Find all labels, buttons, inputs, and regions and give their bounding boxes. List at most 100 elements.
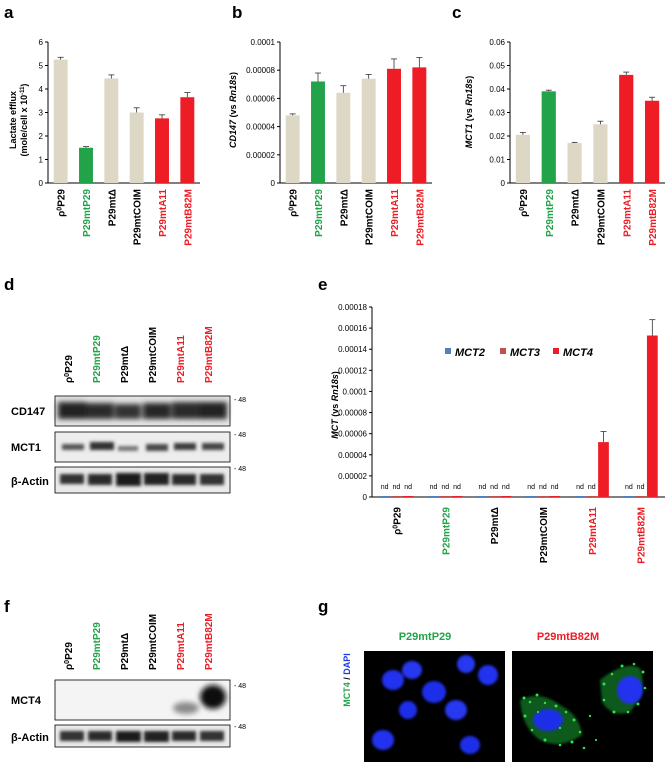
chart-b-lane-label-1: P29mtP29 xyxy=(314,189,325,237)
panel-f-lane-labels: ρ0P29 P29mtP29 P29mtΔ P29mtCOIM P29mtA11 P29m… xyxy=(64,613,216,670)
blot-d-lane-label-0: ρ0P29 xyxy=(64,355,76,383)
chart-a-lane-label-2-text: P29mtΔ xyxy=(107,189,118,226)
blot-d-lane-label-4: P29mtA11 xyxy=(176,335,187,383)
chart-a-lane-label-0-post: P29 xyxy=(57,189,68,207)
blot-f-lane-label-0-post: P29 xyxy=(64,642,75,660)
chart-b-lane-label-5-text: P29mtB82M xyxy=(415,189,426,246)
chart-c-ytick-label-6: 0.06 xyxy=(489,38,505,47)
chart-a-lane-label-5: P29mtB82M xyxy=(183,189,194,246)
chart-e-nd-MCT3-3: nd xyxy=(539,484,547,491)
chart-a-bar-3 xyxy=(129,112,144,183)
chart-e-bar-MCT2-3 xyxy=(525,496,537,497)
panel-letter-a: a xyxy=(4,3,14,22)
chart-b-lane-label-2-text: P29mtΔ xyxy=(339,189,350,226)
blot-d-mw-mct1: - 48 xyxy=(234,432,246,439)
chart-b-bar-2 xyxy=(336,92,351,183)
chart-c-bar-4 xyxy=(619,74,634,183)
blot-f-lane-label-5-text: P29mtB82M xyxy=(204,613,215,670)
chart-b-lane-label-3: P29mtCOIM xyxy=(365,189,376,245)
chart-e-bar-MCT4-5 xyxy=(646,335,658,497)
panel-f-western-blot: MCT4 β-Actin - 48 - 48 xyxy=(11,679,246,748)
chart-c-bar-2 xyxy=(567,143,582,183)
blot-f-lane-label-1-text: P29mtP29 xyxy=(92,622,103,670)
blot-f-actin-bands xyxy=(60,731,224,742)
legend-swatch-mct4 xyxy=(553,348,559,354)
blot-d-mw-actin: - 48 xyxy=(234,466,246,473)
chart-e-nd-MCT2-0: nd xyxy=(381,484,389,491)
chart-c-lane-label-0: ρ0P29 xyxy=(518,189,530,217)
chart-a-lane-label-4-text: P29mtA11 xyxy=(158,189,169,237)
blot-d-mct1-box xyxy=(54,431,231,463)
chart-c-bar-1 xyxy=(541,91,556,183)
chart-e-ytick-label-2: 0.00004 xyxy=(338,451,367,460)
chart-b-lane-label-4: P29mtA11 xyxy=(390,189,401,237)
chart-e-nd-MCT4-2: nd xyxy=(502,484,510,491)
chart-b-bar-1 xyxy=(311,81,325,183)
chart-a-ytick-label-2: 2 xyxy=(39,132,44,141)
chart-b-lane-label-0-post: P29 xyxy=(289,189,300,207)
chart-e-bar-MCT4-3 xyxy=(549,496,561,497)
panel-a-ylabel-line2: (mole/cell x 10-11) xyxy=(19,84,29,157)
chart-e-lane-label-0-text: ρ xyxy=(392,529,403,535)
chart-e-ytick-label-1: 0.00002 xyxy=(338,472,367,481)
chart-e-nd-MCT3-4: nd xyxy=(588,484,596,491)
panel-letter-g: g xyxy=(318,597,328,616)
chart-c-lane-label-4-text: P29mtA11 xyxy=(622,189,633,237)
micrograph-p29mtp29 xyxy=(364,651,505,762)
chart-a-bar-5 xyxy=(180,97,195,183)
chart-b-ytick-label-4: 0.00008 xyxy=(246,66,275,75)
chart-c-lane-label-4: P29mtA11 xyxy=(622,189,633,237)
panel-b-ylabel: CD147 (vs Rn18s) xyxy=(228,72,238,148)
chart-e-lane-label-0: ρ0P29 xyxy=(392,507,404,535)
blot-f-lane-label-0-sup: 0 xyxy=(64,660,71,664)
legend-label-mct3: MCT3 xyxy=(510,347,540,359)
panel-e-bar-chart: 0 0.00002 0.00004 0.00006 0.00008 0.0001 0.000… xyxy=(338,303,665,564)
chart-e-nd-MCT3-1: nd xyxy=(441,484,449,491)
legend-swatch-mct3 xyxy=(500,348,506,354)
chart-a-lane-label-4: P29mtA11 xyxy=(158,189,169,237)
blot-f-mw-actin: - 48 xyxy=(234,724,246,731)
blot-d-lane-label-0-post: P29 xyxy=(64,355,75,373)
chart-e-lane-label-3-text: P29mtCOIM xyxy=(539,507,550,563)
chart-a-lane-label-3-text: P29mtCOIM xyxy=(133,189,144,245)
chart-c-lane-label-5-text: P29mtB82M xyxy=(648,189,659,246)
blot-d-lane-label-5-text: P29mtB82M xyxy=(204,326,215,383)
chart-c-lane-label-0-sup: 0 xyxy=(518,207,525,211)
chart-b-lane-label-5: P29mtB82M xyxy=(415,189,426,246)
chart-c-ytick-label-5: 0.05 xyxy=(489,62,505,71)
legend-label-mct4: MCT4 xyxy=(563,347,593,359)
chart-e-nd-MCT2-1: nd xyxy=(430,484,438,491)
chart-b-ytick-label-0: 0 xyxy=(271,179,276,188)
blot-d-row-label-mct1: MCT1 xyxy=(11,442,41,454)
chart-b-lane-label-0: ρ0P29 xyxy=(288,189,300,217)
panel-g-ylabel: MCT4 / DAPI xyxy=(342,653,352,707)
chart-b-ytick-label-2: 0.00004 xyxy=(246,123,275,132)
panel-e-legend: MCT2 MCT3 MCT4 xyxy=(445,347,593,359)
panel-b-bar-chart: 00.000020.000040.000060.000080.0001ρ0P29… xyxy=(246,38,432,246)
panel-letter-c: c xyxy=(452,3,461,22)
chart-c-ytick-label-1: 0.01 xyxy=(489,156,505,165)
blot-f-lane-label-0-text: ρ xyxy=(64,664,75,670)
panel-letter-f: f xyxy=(4,597,10,616)
chart-b-bar-4 xyxy=(387,68,401,183)
chart-e-nd-MCT2-3: nd xyxy=(527,484,535,491)
blot-d-mw-cd147: - 48 xyxy=(234,397,246,404)
chart-b-lane-label-0-sup: 0 xyxy=(288,207,295,211)
panel-d-western-blot: CD147 MCT1 β-Actin - 48 - 48 - 48 xyxy=(11,395,246,494)
panel-letter-d: d xyxy=(4,275,14,294)
blot-d-lane-label-2-text: P29mtΔ xyxy=(120,346,131,383)
chart-c-lane-label-3: P29mtCOIM xyxy=(596,189,607,245)
blot-f-lane-label-3-text: P29mtCOIM xyxy=(148,614,159,670)
chart-a-bar-4 xyxy=(155,118,169,183)
chart-e-nd-MCT4-3: nd xyxy=(551,484,559,491)
chart-e-bar-MCT4-0 xyxy=(402,496,414,497)
chart-a-ytick-label-3: 3 xyxy=(39,109,44,118)
chart-e-ytick-label-6: 0.00012 xyxy=(338,366,367,375)
blot-f-lane-label-2: P29mtΔ xyxy=(120,633,131,670)
chart-e-bar-MCT2-1 xyxy=(428,496,439,497)
chart-c-lane-label-5: P29mtB82M xyxy=(648,189,659,246)
panel-letter-b: b xyxy=(232,3,242,22)
blot-f-lane-label-3: P29mtCOIM xyxy=(148,614,159,670)
blot-f-mw-mct4: - 48 xyxy=(234,683,246,690)
micrograph-title-p29mtb82m: P29mtB82M xyxy=(537,631,599,643)
